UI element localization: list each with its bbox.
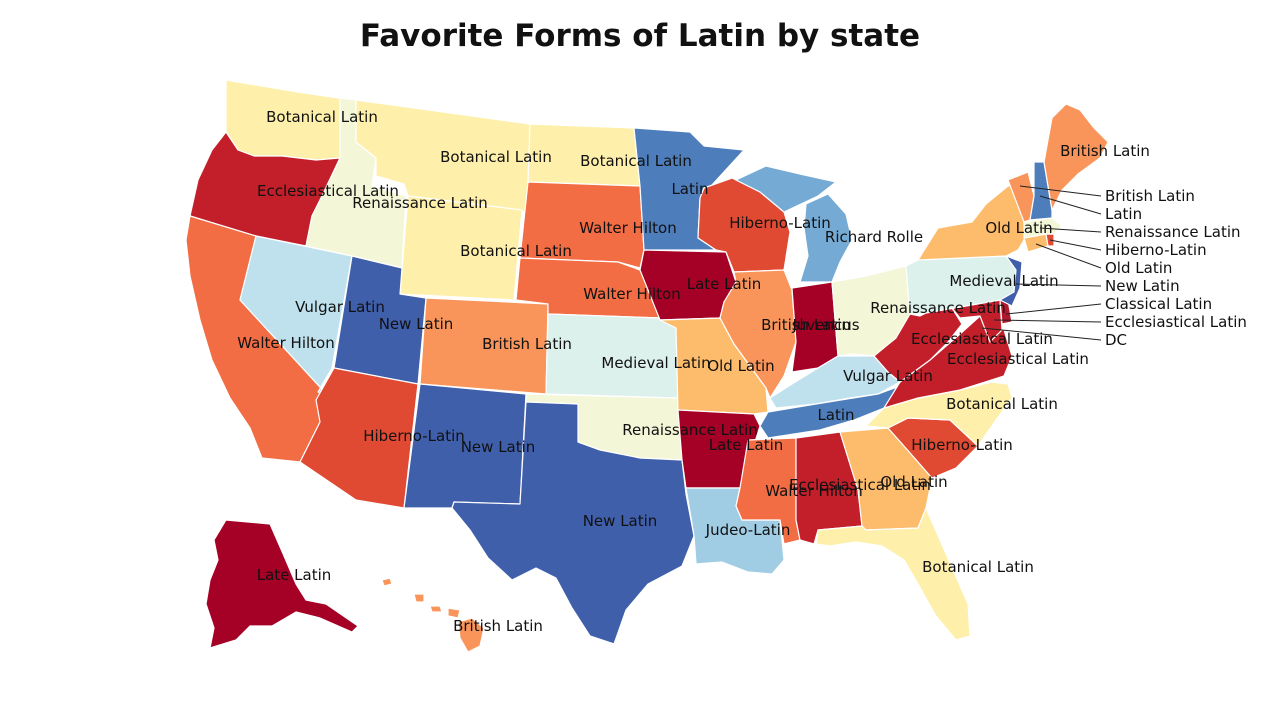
leader-line-CT xyxy=(1035,243,1102,269)
leader-line-RI xyxy=(1049,239,1102,251)
state-label-NV: Vulgar Latin xyxy=(295,298,385,316)
state-HI[interactable] xyxy=(381,577,485,653)
callout-label-MA: Renaissance Latin xyxy=(1105,223,1241,241)
state-label-IL: British Latin xyxy=(761,316,851,334)
state-label-SC: Hiberno-Latin xyxy=(911,436,1013,454)
state-label-IN: Juvencus xyxy=(791,316,859,334)
state-WY[interactable] xyxy=(399,195,523,301)
state-label-IA: Late Latin xyxy=(687,275,762,293)
state-label-NY: Old Latin xyxy=(985,219,1052,237)
state-IL[interactable] xyxy=(719,269,797,399)
callout-label-MD: Ecclesiastical Latin xyxy=(1105,313,1247,331)
state-label-MS: Walter Hilton xyxy=(765,482,862,500)
map-title: Favorite Forms of Latin by state xyxy=(359,18,921,54)
state-label-MO: Old Latin xyxy=(707,357,774,375)
state-label-OH: Renaissance Latin xyxy=(870,299,1006,317)
state-label-TX: New Latin xyxy=(583,512,658,530)
leader-line-DC xyxy=(981,327,1102,341)
state-VA[interactable] xyxy=(883,315,1013,409)
state-ME[interactable] xyxy=(1043,103,1109,211)
state-label-UT: New Latin xyxy=(379,315,454,333)
state-label-KY: Vulgar Latin xyxy=(843,367,933,385)
leader-line-VT xyxy=(1019,185,1102,197)
state-AK[interactable] xyxy=(205,519,359,649)
state-label-CA: Walter Hilton xyxy=(237,334,334,352)
state-label-HI: British Latin xyxy=(453,617,543,635)
state-label-ME: British Latin xyxy=(1060,142,1150,160)
state-label-WA: Botanical Latin xyxy=(266,108,378,126)
state-label-KS: Medieval Latin xyxy=(601,354,710,372)
state-label-WI: Hiberno-Latin xyxy=(729,214,831,232)
state-AZ[interactable] xyxy=(299,367,419,509)
state-label-VA: Ecclesiastical Latin xyxy=(947,350,1089,368)
callout-label-DC: DC xyxy=(1105,331,1127,349)
state-label-MN: Latin xyxy=(671,180,708,198)
callout-label-RI: Hiberno-Latin xyxy=(1105,241,1207,259)
state-label-ID: Renaissance Latin xyxy=(352,194,488,212)
callout-label-NJ: New Latin xyxy=(1105,277,1180,295)
leader-line-NJ xyxy=(1015,283,1102,287)
state-label-AR: Late Latin xyxy=(709,436,784,454)
state-label-MI: Richard Rolle xyxy=(825,228,923,246)
state-label-FL: Botanical Latin xyxy=(922,558,1034,576)
state-label-AL: Ecclesiastical Latin xyxy=(789,476,931,494)
state-label-OR: Ecclesiastical Latin xyxy=(257,182,399,200)
state-label-WV: Ecclesiastical Latin xyxy=(911,330,1053,348)
state-label-NC: Botanical Latin xyxy=(946,395,1058,413)
leader-line-MD xyxy=(993,319,1102,323)
leader-line-DE xyxy=(1005,303,1102,315)
state-label-AZ: Hiberno-Latin xyxy=(363,427,465,445)
state-label-PA: Medieval Latin xyxy=(949,272,1058,290)
state-MI[interactable] xyxy=(735,165,853,283)
state-FL[interactable] xyxy=(815,507,971,641)
state-label-GA: Old Latin xyxy=(880,473,947,491)
callout-label-DE: Classical Latin xyxy=(1105,295,1212,313)
state-label-NE: Walter Hilton xyxy=(583,285,680,303)
state-label-CO: British Latin xyxy=(482,335,572,353)
state-label-WY: Botanical Latin xyxy=(460,242,572,260)
state-TX[interactable] xyxy=(451,401,695,645)
callout-label-VT: British Latin xyxy=(1105,187,1195,205)
state-label-NM: New Latin xyxy=(461,438,536,456)
callout-label-CT: Old Latin xyxy=(1105,259,1172,277)
state-label-OK: Renaissance Latin xyxy=(622,421,758,439)
leader-line-MA xyxy=(1039,227,1102,233)
state-label-SD: Walter Hilton xyxy=(579,219,676,237)
state-NJ[interactable] xyxy=(999,255,1023,307)
state-label-ND: Botanical Latin xyxy=(580,152,692,170)
state-TN[interactable] xyxy=(759,385,901,439)
state-label-MT: Botanical Latin xyxy=(440,148,552,166)
callout-label-NH: Latin xyxy=(1105,205,1142,223)
leader-line-NH xyxy=(1039,195,1102,215)
state-label-LA: Judeo-Latin xyxy=(705,521,791,539)
state-label-AK: Late Latin xyxy=(257,566,332,584)
states-layer xyxy=(185,79,1109,653)
state-label-TN: Latin xyxy=(817,406,854,424)
